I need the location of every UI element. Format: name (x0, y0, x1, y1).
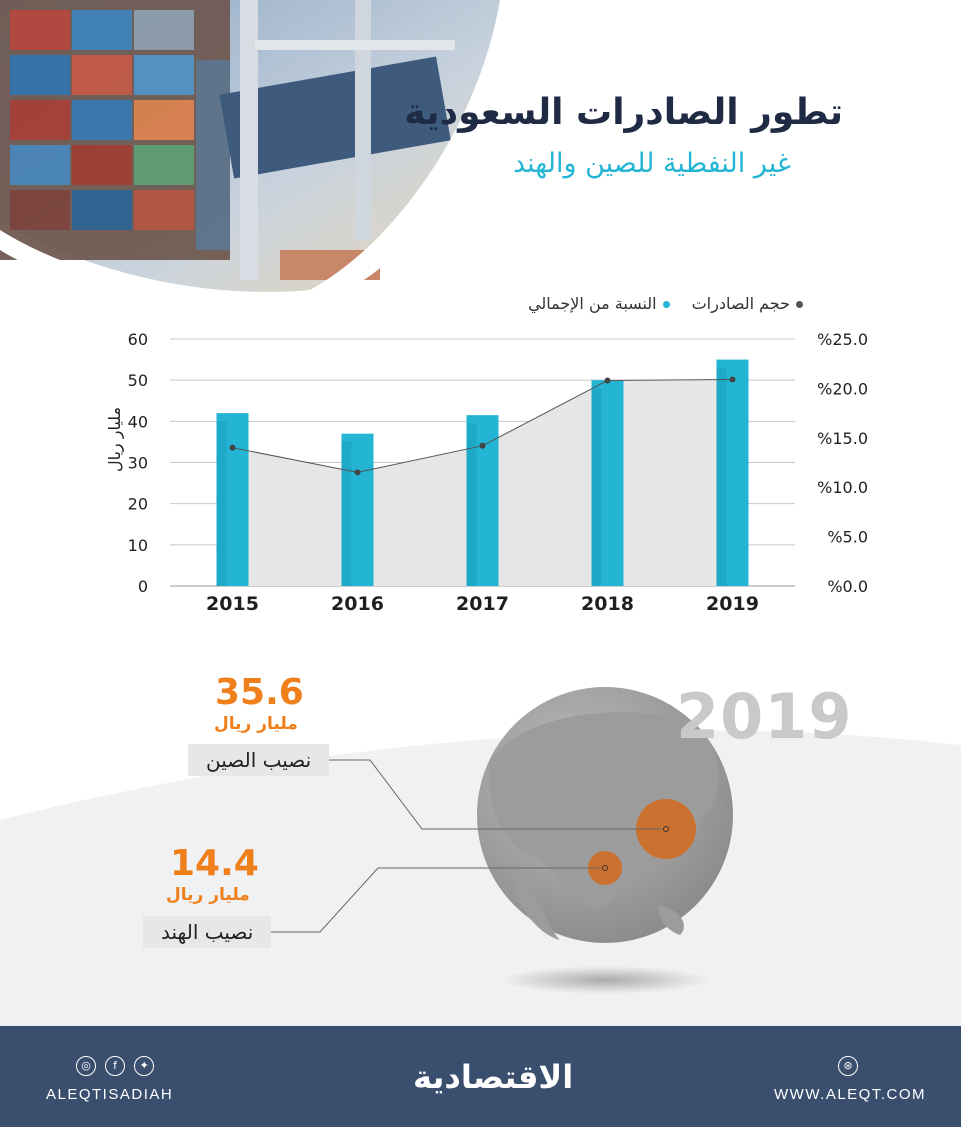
china-unit: مليار ريال (214, 714, 298, 734)
x-tick-label: 2017 (456, 593, 509, 615)
share-point-2016 (354, 469, 361, 476)
legend-dot-share (662, 301, 670, 308)
bar-shade-2019 (716, 367, 727, 586)
india-unit: مليار ريال (166, 885, 250, 905)
y2-tick-label: %0.0 (827, 577, 868, 596)
legend: حجم الصادرات النسبة من الإجمالي (528, 294, 803, 313)
y-tick-label: 50 (128, 371, 148, 390)
china-connector (313, 759, 662, 830)
footer-handle[interactable]: ALEQTISADIAH (46, 1086, 174, 1103)
globe-year: 2019 (676, 680, 853, 753)
legend-item-volume: حجم الصادرات (692, 294, 803, 313)
legend-label-volume: حجم الصادرات (691, 294, 790, 313)
chart-subtitle: غير النفطية للصين والهند (512, 148, 791, 179)
y2-tick-label: %5.0 (827, 528, 868, 547)
share-point-2015 (229, 444, 236, 451)
india-dot (602, 865, 608, 871)
y-tick-label: 0 (138, 577, 148, 596)
x-tick-label: 2019 (706, 593, 759, 615)
x-tick-label: 2018 (581, 593, 634, 615)
china-value: 35.6 (215, 672, 304, 713)
legend-dot-volume (796, 301, 803, 308)
port-photo (0, 0, 520, 308)
y2-tick-label: %10.0 (817, 478, 868, 497)
y-tick-label: 20 (128, 495, 148, 514)
facebook-icon[interactable]: f (105, 1055, 126, 1076)
share-point-2018 (604, 377, 611, 384)
india-label: نصيب الهند (143, 916, 272, 948)
share-point-2019 (729, 376, 736, 383)
bar-shade-2016 (341, 441, 352, 586)
twitter-icon[interactable]: ✦ (134, 1055, 155, 1076)
y-tick-label: 60 (128, 330, 148, 349)
chart-title: تطور الصادرات السعودية (404, 92, 843, 133)
legend-label-share: النسبة من الإجمالي (528, 294, 657, 313)
bar-shade-2015 (216, 421, 227, 586)
y-tick-label: 40 (128, 412, 148, 431)
footer-website[interactable]: WWW.ALEQT.COM (774, 1086, 926, 1103)
bar-shade-2018 (591, 388, 602, 586)
instagram-icon[interactable]: ◎ (76, 1055, 96, 1076)
y-tick-label: 10 (128, 536, 148, 555)
x-tick-label: 2015 (206, 593, 259, 615)
india-bubble (588, 851, 622, 885)
web-icon[interactable]: ⊛ (838, 1055, 858, 1076)
x-tick-label: 2016 (331, 593, 384, 615)
bar-line-chart: 0 10 20 30 40 50 60 %0.0 %5.0 %10.0 %15.0 %20.0 %25.… (128, 330, 868, 615)
share-point-2017 (479, 442, 486, 449)
social-icons: ◎ f ✦ (72, 1054, 155, 1076)
footer: ◎ f ✦ ALEQTISADIAH الاقتصادية ⊛ WWW.ALEQ… (0, 1026, 961, 1127)
china-label: نصيب الصين (188, 744, 330, 776)
india-value: 14.4 (170, 843, 259, 884)
india-connector (265, 867, 601, 933)
web-icon-wrap: ⊛ (834, 1054, 858, 1076)
globe-shadow (500, 966, 710, 994)
globe (477, 687, 733, 943)
bar-shade-2017 (466, 423, 477, 586)
logo: الاقتصادية (413, 1058, 574, 1096)
china-bubble (636, 799, 696, 859)
y2-tick-label: %20.0 (817, 379, 868, 398)
y-tick-label: 30 (128, 454, 148, 473)
legend-item-share: النسبة من الإجمالي (528, 294, 670, 313)
y2-tick-label: %25.0 (817, 330, 868, 349)
y2-tick-label: %15.0 (817, 429, 868, 448)
china-dot (663, 826, 669, 832)
